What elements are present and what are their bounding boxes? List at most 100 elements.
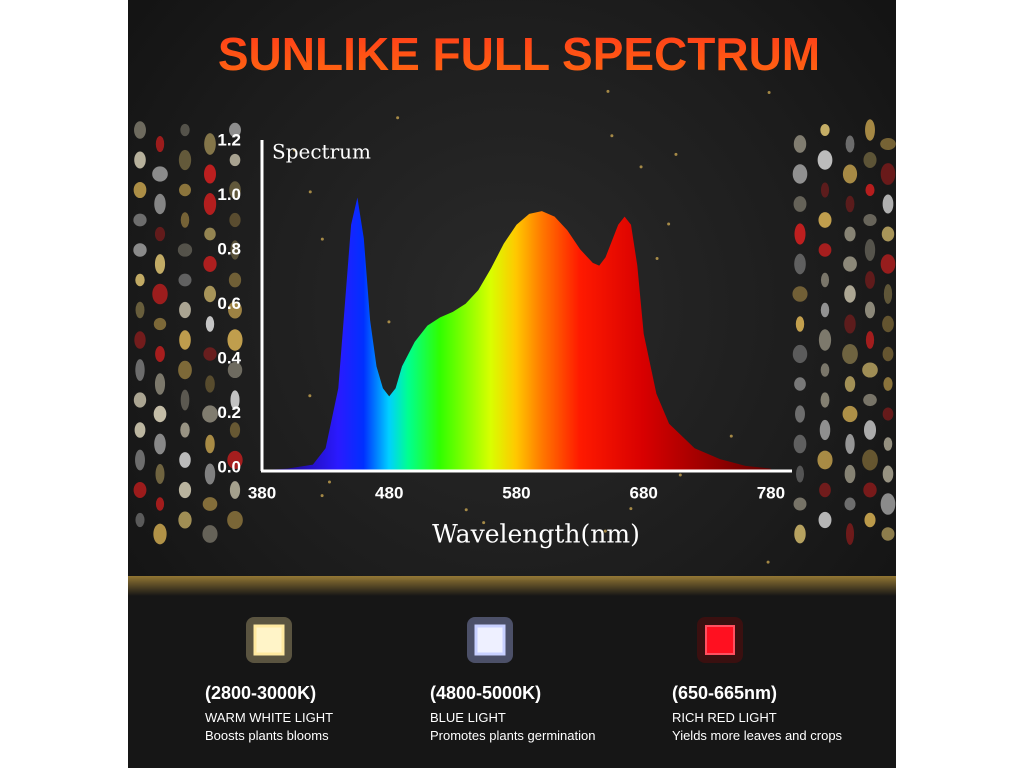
bokeh-dot: [792, 344, 808, 364]
bokeh-dot: [862, 362, 878, 378]
bokeh: [133, 89, 896, 564]
bokeh-dot: [844, 285, 856, 303]
chart-title: SUNLIKE FULL SPECTRUM: [218, 28, 820, 80]
bokeh-dot: [135, 449, 145, 471]
x-tick-label: 380: [248, 483, 276, 502]
bokeh-dot: [820, 363, 830, 377]
star-dot: [293, 148, 297, 152]
led-red-chip: [705, 625, 735, 655]
bokeh-dot: [204, 164, 216, 184]
feature-description: Boosts plants blooms: [205, 728, 329, 743]
bokeh-dot: [820, 392, 830, 408]
bokeh-dot: [820, 182, 830, 198]
bokeh-dot: [134, 422, 146, 438]
star-dot: [678, 473, 682, 477]
x-tick-label: 680: [629, 483, 657, 502]
bokeh-dot: [155, 135, 165, 153]
bokeh-dot: [882, 346, 894, 362]
feature-label: WARM WHITE LIGHT: [205, 710, 333, 725]
bokeh-dot: [134, 151, 146, 169]
star-dot: [482, 521, 486, 525]
spectrum-area: [262, 197, 771, 470]
bokeh-dot: [133, 481, 147, 499]
star-dot: [729, 434, 733, 438]
bokeh-dot: [229, 481, 241, 499]
bokeh-dot: [882, 194, 894, 214]
feature-range: (2800-3000K): [205, 683, 316, 703]
bokeh-dot: [205, 316, 215, 332]
star-dot: [667, 222, 671, 226]
bokeh-dot: [178, 273, 192, 287]
bokeh-dot: [819, 419, 831, 441]
bokeh-dot: [793, 497, 807, 511]
bokeh-dot: [203, 347, 217, 361]
bokeh-dot: [227, 329, 243, 351]
bokeh-dot: [881, 527, 895, 541]
bokeh-dot: [817, 450, 833, 470]
y-tick-label: 0.4: [217, 348, 241, 367]
bokeh-dot: [134, 331, 146, 349]
bokeh-dot: [845, 434, 855, 454]
led-icons: [246, 617, 743, 663]
bokeh-dot: [230, 240, 240, 260]
bokeh-dot: [133, 181, 147, 199]
bokeh-dot: [842, 405, 858, 423]
bokeh-dot: [844, 226, 856, 242]
bokeh-dot: [793, 434, 807, 454]
feature-label: RICH RED LIGHT: [672, 710, 777, 725]
bokeh-dot: [178, 149, 192, 171]
bokeh-dot: [179, 183, 191, 197]
bokeh-dot: [865, 183, 875, 197]
y-tick-label: 0.8: [217, 239, 241, 258]
feature-range: (650-665nm): [672, 683, 777, 703]
star-dot: [655, 256, 659, 260]
bokeh-dot: [880, 254, 896, 274]
star-dot: [610, 134, 614, 138]
bokeh-dot: [155, 464, 165, 484]
bokeh-dot: [154, 254, 166, 274]
bokeh-dot: [152, 166, 168, 182]
star-dot: [387, 320, 391, 324]
y-axis-label: Spectrum: [272, 140, 371, 164]
bokeh-dot: [228, 301, 242, 319]
bokeh-dot: [133, 243, 147, 257]
bokeh-dot: [817, 150, 833, 170]
y-tick-label: 1.0: [217, 185, 241, 204]
bokeh-dot: [880, 163, 896, 185]
bokeh-dot: [155, 497, 165, 511]
feature-range: (4800-5000K): [430, 683, 541, 703]
bokeh-dot: [180, 123, 190, 137]
bokeh-dot: [865, 271, 875, 289]
bokeh-dot: [883, 377, 893, 391]
star-dot: [606, 89, 610, 93]
bokeh-dot: [845, 195, 855, 213]
bokeh-dot: [154, 433, 166, 455]
bokeh-dot: [229, 122, 241, 138]
bokeh-dot: [203, 285, 217, 303]
star-dot: [327, 480, 331, 484]
bokeh-dot: [862, 449, 878, 471]
bokeh-dot: [843, 256, 857, 272]
bokeh-dot: [864, 512, 876, 528]
bokeh-dot: [153, 405, 167, 423]
led-blue-chip: [474, 624, 506, 656]
bokeh-dot: [135, 301, 145, 319]
x-tick-label: 580: [502, 483, 530, 502]
bokeh-dot: [819, 482, 831, 498]
bokeh-dot: [205, 375, 215, 393]
bokeh-dot: [820, 272, 830, 288]
bokeh-dot: [179, 330, 191, 350]
bokeh-dot: [863, 393, 877, 407]
bokeh-dot: [229, 212, 241, 228]
x-tick-label: 780: [757, 483, 785, 502]
y-tick-label: 0.0: [217, 457, 241, 476]
bokeh-dot: [179, 301, 191, 319]
bokeh-dot: [202, 497, 218, 511]
bokeh-dot: [818, 212, 832, 228]
bokeh-dot: [882, 465, 894, 483]
bokeh-dot: [844, 376, 856, 392]
bokeh-dot: [153, 523, 167, 545]
x-axis-label: Wavelength(nm): [432, 520, 640, 549]
bokeh-dot: [229, 422, 241, 438]
